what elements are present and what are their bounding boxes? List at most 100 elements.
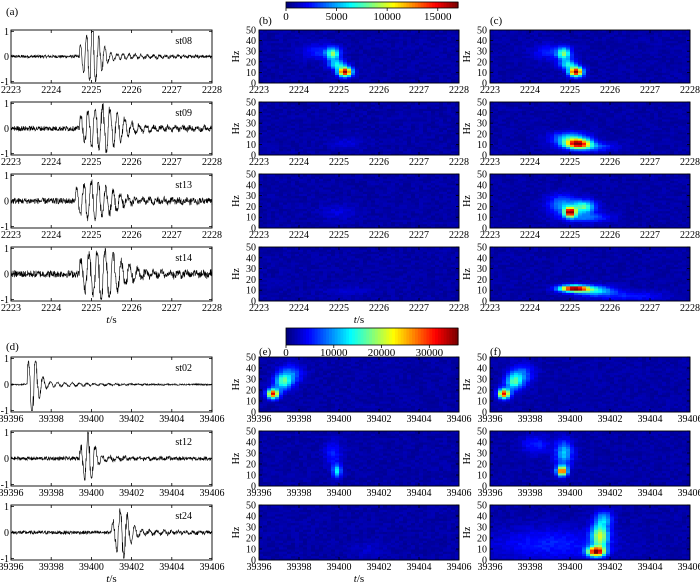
spectrogram-cell <box>542 68 547 71</box>
spectrogram-cell <box>419 32 424 35</box>
spectrogram-cell <box>403 72 408 76</box>
spectrogram-cell <box>339 78 344 82</box>
spectrogram-cell <box>439 38 444 42</box>
spectrogram-cell <box>530 74 535 78</box>
spectrogram-cell <box>419 38 424 42</box>
spectrogram-cell <box>275 55 280 59</box>
spectrogram-cell <box>506 42 511 46</box>
spectrogram-cell <box>387 32 392 35</box>
spectrogram-cell <box>375 38 380 42</box>
spectrogram-cell <box>526 38 531 42</box>
spectrogram-cell <box>431 68 436 71</box>
spectrogram-cell <box>443 61 448 65</box>
spectrogram-cell <box>259 80 264 84</box>
spectrogram-cell <box>403 59 408 63</box>
spectrogram-cell <box>431 66 436 69</box>
station-label: st08 <box>175 36 192 47</box>
spectrogram-cell <box>331 76 336 80</box>
spectrogram-cell <box>403 78 408 82</box>
spectrogram-cell <box>419 46 424 50</box>
spectrogram-cell <box>427 66 432 69</box>
spectrogram-cell <box>291 63 296 67</box>
spectrogram-cell <box>443 55 448 59</box>
colorbar-cell <box>400 2 405 8</box>
spectrogram-cell <box>359 42 364 46</box>
spectrogram-cell <box>283 46 288 50</box>
spectrogram-cell <box>283 42 288 46</box>
spectrogram-cell <box>315 44 320 48</box>
spectrogram-cell <box>447 70 452 73</box>
spectrogram-cell <box>335 63 340 67</box>
spectrogram-cell <box>415 30 420 33</box>
colorbar-cell <box>340 328 344 345</box>
spectrogram-cell <box>455 72 460 76</box>
spectrogram-cell <box>506 30 511 33</box>
spectrogram-cell <box>514 55 519 59</box>
spectrogram-cell <box>267 30 272 33</box>
spectrogram-cell <box>415 66 420 69</box>
spectrogram-cell <box>355 53 360 56</box>
spectrogram-cell <box>315 68 320 71</box>
spectrogram-cell <box>371 53 376 56</box>
colorbar-cell <box>420 2 425 8</box>
spectrogram-cell <box>514 30 519 33</box>
spectrogram-cell <box>415 80 420 84</box>
y-tick-label: 40 <box>246 36 256 47</box>
spectrogram-cell <box>379 32 384 35</box>
spectrogram-cell <box>427 78 432 82</box>
spectrogram-cell <box>299 51 304 54</box>
spectrogram-cell <box>355 66 360 69</box>
spectrogram-cell <box>311 42 316 46</box>
spectrogram-cell <box>311 51 316 54</box>
spectrogram-cell <box>522 59 527 63</box>
spectrogram-cell <box>259 55 264 59</box>
spectrogram-cell <box>363 59 368 63</box>
spectrogram-cell <box>355 59 360 63</box>
spectrogram-cell <box>327 66 332 69</box>
spectrogram-cell <box>279 80 284 84</box>
spectrogram-cell <box>490 76 495 80</box>
spectrogram-cell <box>490 44 495 48</box>
spectrogram-cell <box>331 57 336 61</box>
spectrogram-cell <box>514 38 519 42</box>
spectrogram-cell <box>439 80 444 84</box>
spectrogram-cell <box>447 78 452 82</box>
spectrogram-cell <box>295 57 300 61</box>
spectrogram-cell <box>391 30 396 33</box>
colorbar-cell <box>406 328 410 345</box>
spectrogram-cell <box>403 44 408 48</box>
spectrogram-cell <box>359 66 364 69</box>
spectrogram-cell <box>311 49 316 52</box>
spectrogram-cell <box>371 61 376 65</box>
spectrogram-cell <box>295 42 300 46</box>
spectrogram-cell <box>379 68 384 71</box>
spectrogram-cell <box>311 61 316 65</box>
spectrogram-cell <box>514 42 519 46</box>
spectrogram-cell <box>455 66 460 69</box>
spectrogram-cell <box>271 63 276 67</box>
spectrogram-cell <box>447 59 452 63</box>
spectrogram-cell <box>546 59 551 63</box>
spectrogram-cell <box>395 34 400 37</box>
colorbar-cell <box>351 328 356 345</box>
spectrogram-cell <box>287 49 292 52</box>
spectrogram-cell <box>303 36 308 39</box>
spectrogram-cell <box>498 36 503 39</box>
colorbar-cell <box>354 2 359 8</box>
spectrogram-cell <box>451 44 456 48</box>
spectrogram-cell <box>355 61 360 65</box>
spectrogram-cell <box>363 57 368 61</box>
spectrogram-cell <box>339 36 344 39</box>
colorbar-cell <box>429 2 433 8</box>
x-tick-label: 2227 <box>162 85 182 96</box>
spectrogram-cell <box>343 61 348 65</box>
spectrogram-cell <box>502 80 507 84</box>
spectrogram-cell <box>435 53 440 56</box>
spectrogram-cell <box>335 70 340 73</box>
spectrogram-cell <box>439 63 444 67</box>
spectrogram-cell <box>443 74 448 78</box>
spectrogram-cell <box>518 51 523 54</box>
spectrogram-cell <box>355 36 360 39</box>
spectrogram-cell <box>383 76 388 80</box>
spectrogram-cell <box>339 55 344 59</box>
